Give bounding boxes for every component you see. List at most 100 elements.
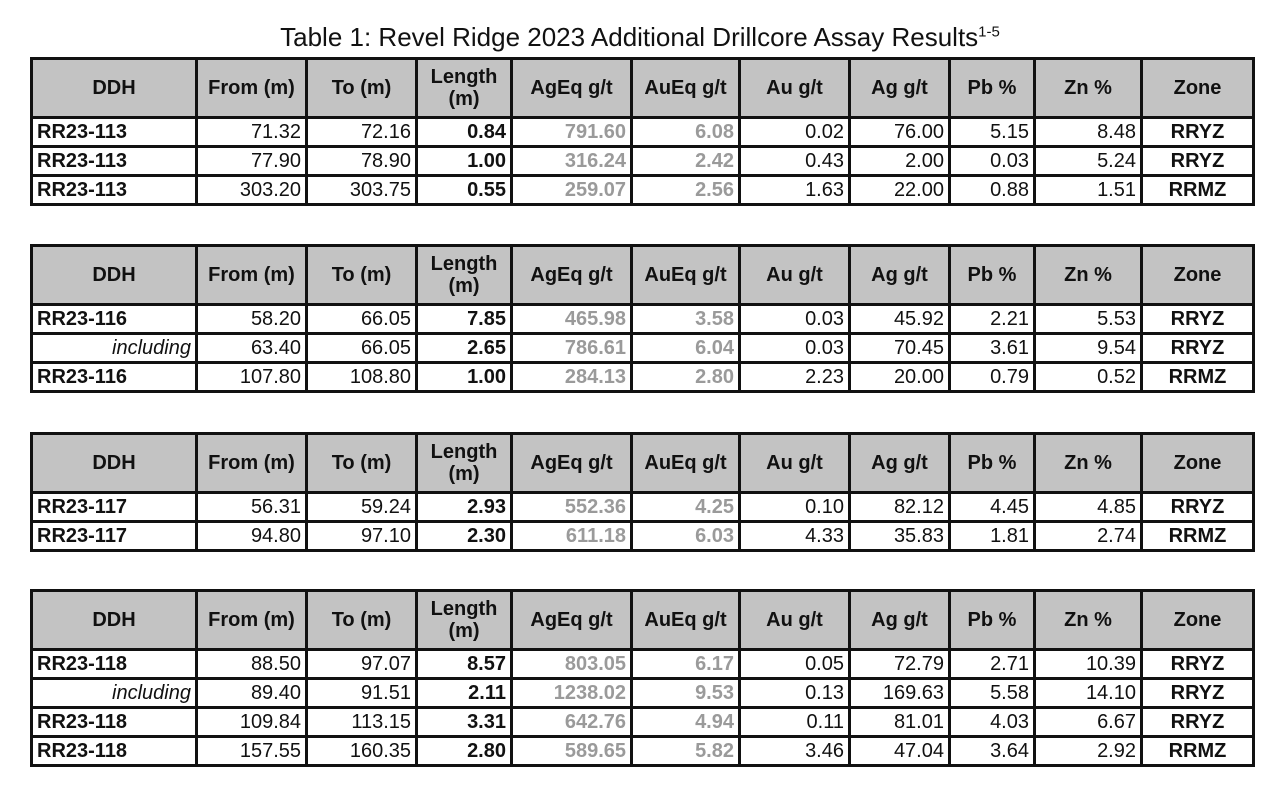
cell: 552.36 xyxy=(510,491,633,523)
column-header: Ag g/t xyxy=(848,432,951,494)
cell: 642.76 xyxy=(510,706,633,738)
cell: 66.05 xyxy=(305,332,418,364)
cell: 2.30 xyxy=(415,520,513,552)
data-row: RR23-116 58.20 66.05 7.85 465.98 3.58 0.03 45.9… xyxy=(30,303,1255,335)
cell: 89.40 xyxy=(195,677,308,709)
cell: 77.90 xyxy=(195,145,308,177)
column-header: From (m) xyxy=(195,244,308,306)
title-text: Table 1: Revel Ridge 2023 Additional Dri… xyxy=(280,22,979,52)
cell: 0.88 xyxy=(948,174,1036,206)
data-row: RR23-113 71.32 72.16 0.84 791.60 6.08 0.02 76.0… xyxy=(30,116,1255,148)
cell: 22.00 xyxy=(848,174,951,206)
assay-table: DDH From (m) To (m) Length (m) AgEq g/t AuEq … xyxy=(30,244,1255,393)
header-row: DDH From (m) To (m) Length (m) AgEq g/t AuEq … xyxy=(30,57,1255,119)
cell: 0.05 xyxy=(738,648,851,680)
column-header: AuEq g/t xyxy=(630,432,741,494)
cell: 3.64 xyxy=(948,735,1036,767)
cell: 2.42 xyxy=(630,145,741,177)
column-header: Zone xyxy=(1140,244,1255,306)
column-header: Ag g/t xyxy=(848,589,951,651)
cell: RR23-116 xyxy=(30,361,198,393)
cell: RR23-113 xyxy=(30,116,198,148)
cell: 2.74 xyxy=(1033,520,1143,552)
column-header: Length (m) xyxy=(415,589,513,651)
cell: including xyxy=(30,332,198,364)
cell: RRYZ xyxy=(1140,332,1255,364)
data-row: RR23-117 94.80 97.10 2.30 611.18 6.03 4.33 35.8… xyxy=(30,520,1255,552)
header-row: DDH From (m) To (m) Length (m) AgEq g/t AuEq … xyxy=(30,244,1255,306)
column-header: Zone xyxy=(1140,57,1255,119)
cell: 259.07 xyxy=(510,174,633,206)
cell: 465.98 xyxy=(510,303,633,335)
column-header: Length (m) xyxy=(415,57,513,119)
cell: RRMZ xyxy=(1140,174,1255,206)
data-row: RR23-118 109.84 113.15 3.31 642.76 4.94 0.11 81… xyxy=(30,706,1255,738)
cell: 82.12 xyxy=(848,491,951,523)
cell: 97.07 xyxy=(305,648,418,680)
column-header: AgEq g/t xyxy=(510,57,633,119)
cell: RR23-113 xyxy=(30,174,198,206)
data-row: RR23-118 157.55 160.35 2.80 589.65 5.82 3.46 47… xyxy=(30,735,1255,767)
assay-table: DDH From (m) To (m) Length (m) AgEq g/t AuEq … xyxy=(30,589,1255,767)
cell: RR23-117 xyxy=(30,491,198,523)
cell: 0.03 xyxy=(948,145,1036,177)
cell: 8.57 xyxy=(415,648,513,680)
cell: 0.03 xyxy=(738,332,851,364)
column-header: Length (m) xyxy=(415,244,513,306)
column-header: Au g/t xyxy=(738,244,851,306)
column-header: Pb % xyxy=(948,589,1036,651)
cell: 611.18 xyxy=(510,520,633,552)
cell: 4.33 xyxy=(738,520,851,552)
cell: 169.63 xyxy=(848,677,951,709)
cell: 2.56 xyxy=(630,174,741,206)
cell: 4.45 xyxy=(948,491,1036,523)
cell: 9.54 xyxy=(1033,332,1143,364)
cell: 3.58 xyxy=(630,303,741,335)
cell: 20.00 xyxy=(848,361,951,393)
cell: 589.65 xyxy=(510,735,633,767)
cell: 63.40 xyxy=(195,332,308,364)
column-header: Ag g/t xyxy=(848,244,951,306)
cell: 1238.02 xyxy=(510,677,633,709)
cell: 5.82 xyxy=(630,735,741,767)
header-row: DDH From (m) To (m) Length (m) AgEq g/t AuEq … xyxy=(30,589,1255,651)
column-header: Zn % xyxy=(1033,432,1143,494)
column-header: DDH xyxy=(30,244,198,306)
cell: 35.83 xyxy=(848,520,951,552)
column-header: Ag g/t xyxy=(848,57,951,119)
cell: 1.00 xyxy=(415,145,513,177)
cell: 2.92 xyxy=(1033,735,1143,767)
cell: 0.84 xyxy=(415,116,513,148)
column-header: Pb % xyxy=(948,432,1036,494)
cell: RRYZ xyxy=(1140,303,1255,335)
column-header: Zone xyxy=(1140,432,1255,494)
cell: 108.80 xyxy=(305,361,418,393)
column-header: DDH xyxy=(30,589,198,651)
cell: 316.24 xyxy=(510,145,633,177)
column-header: AgEq g/t xyxy=(510,244,633,306)
cell: RR23-117 xyxy=(30,520,198,552)
column-header: Zn % xyxy=(1033,589,1143,651)
column-header: Au g/t xyxy=(738,432,851,494)
cell: 0.79 xyxy=(948,361,1036,393)
cell: 72.79 xyxy=(848,648,951,680)
column-header: Length (m) xyxy=(415,432,513,494)
data-row: RR23-117 56.31 59.24 2.93 552.36 4.25 0.10 82.1… xyxy=(30,491,1255,523)
cell: 4.25 xyxy=(630,491,741,523)
cell: 6.67 xyxy=(1033,706,1143,738)
column-header: AuEq g/t xyxy=(630,57,741,119)
cell: 4.94 xyxy=(630,706,741,738)
cell: 303.75 xyxy=(305,174,418,206)
cell: 2.71 xyxy=(948,648,1036,680)
cell: 0.52 xyxy=(1033,361,1143,393)
cell: 0.43 xyxy=(738,145,851,177)
data-row: including 89.40 91.51 2.11 1238.02 9.53 0.13 16… xyxy=(30,677,1255,709)
cell: 70.45 xyxy=(848,332,951,364)
cell: 59.24 xyxy=(305,491,418,523)
cell: RRMZ xyxy=(1140,735,1255,767)
data-row: RR23-118 88.50 97.07 8.57 803.05 6.17 0.05 72.7… xyxy=(30,648,1255,680)
cell: 5.58 xyxy=(948,677,1036,709)
column-header: To (m) xyxy=(305,432,418,494)
cell: 1.63 xyxy=(738,174,851,206)
